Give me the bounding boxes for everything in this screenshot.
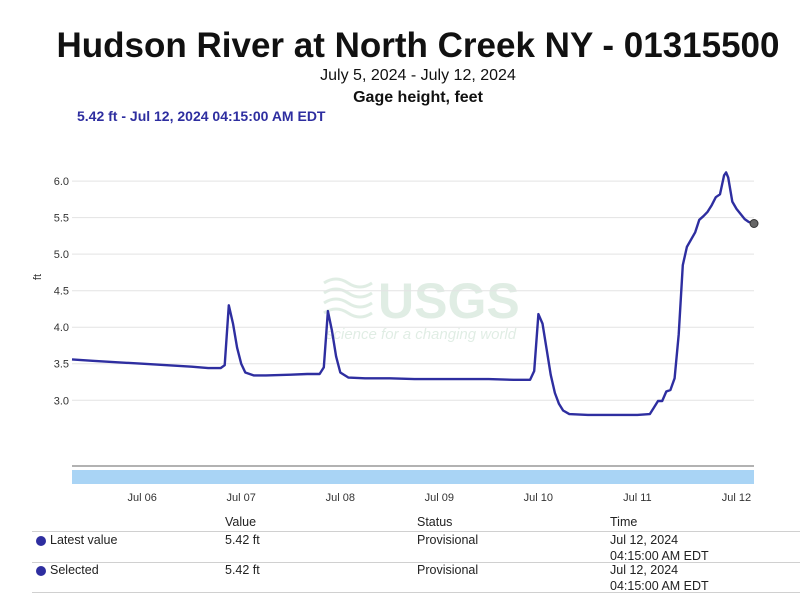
- row-label: Selected: [50, 563, 99, 577]
- x-tick-label: Jul 11: [623, 492, 652, 504]
- table-divider: [32, 592, 800, 593]
- value-column-header: Value: [225, 515, 257, 529]
- row-label: Latest value: [50, 533, 118, 547]
- y-gridlines: [72, 180, 754, 401]
- y-tick-label: 3.0: [54, 395, 69, 407]
- y-tick-label: 6.0: [54, 176, 69, 188]
- table-divider: [32, 531, 800, 532]
- row-status: Provisional: [417, 563, 479, 577]
- y-tick-label: 5.5: [54, 213, 69, 225]
- series-dot-icon: [36, 536, 46, 546]
- row-value: 5.42 ft: [225, 563, 260, 577]
- time-column-header: Time: [610, 515, 638, 529]
- date-range-subtitle: July 5, 2024 - July 12, 2024: [320, 67, 516, 84]
- x-tick-label: Jul 10: [524, 492, 553, 504]
- row-time: 04:15:00 AM EDT: [610, 579, 709, 593]
- y-tick-labels: 3.0 3.5 4.0 4.5 5.0 5.5 6.0: [54, 176, 69, 407]
- parameter-label: Gage height, feet: [353, 89, 483, 106]
- x-tick-label: Jul 07: [227, 492, 256, 504]
- gage-height-line: [71, 171, 755, 417]
- latest-value-marker[interactable]: [749, 218, 759, 228]
- y-axis-label: ft: [32, 274, 44, 280]
- status-column-header: Status: [417, 515, 453, 529]
- usgs-logo-text: USGS: [378, 273, 520, 329]
- time-navigator-bar[interactable]: [72, 470, 754, 484]
- x-tick-labels: Jul 06 Jul 07 Jul 08 Jul 09 Jul 10 Jul 11 Jul …: [127, 492, 751, 504]
- usgs-wave-logo: [323, 277, 373, 319]
- series-dot-icon: [36, 566, 46, 576]
- usgs-tagline: science for a changing world: [326, 326, 517, 343]
- x-tick-label: Jul 06: [127, 492, 156, 504]
- y-tick-label: 3.5: [54, 359, 69, 371]
- hydrograph-chart[interactable]: USGS science for a changing world 3.0 3.5…: [0, 0, 800, 515]
- chart-title: Hudson River at North Creek NY - 0131550…: [56, 26, 780, 65]
- y-tick-label: 5.0: [54, 249, 69, 261]
- row-status: Provisional: [417, 533, 479, 547]
- row-time: 04:15:00 AM EDT: [610, 549, 709, 563]
- selected-value-readout: 5.42 ft - Jul 12, 2024 04:15:00 AM EDT: [77, 108, 326, 124]
- y-tick-label: 4.5: [54, 286, 69, 298]
- y-tick-label: 4.0: [54, 322, 69, 334]
- x-tick-label: Jul 09: [425, 492, 454, 504]
- row-date: Jul 12, 2024: [610, 563, 679, 577]
- table-divider: [32, 562, 800, 563]
- x-tick-label: Jul 08: [326, 492, 355, 504]
- usgs-watermark: USGS science for a changing world: [323, 273, 520, 343]
- x-tick-label: Jul 12: [722, 492, 751, 504]
- row-value: 5.42 ft: [225, 533, 260, 547]
- row-date: Jul 12, 2024: [610, 533, 679, 547]
